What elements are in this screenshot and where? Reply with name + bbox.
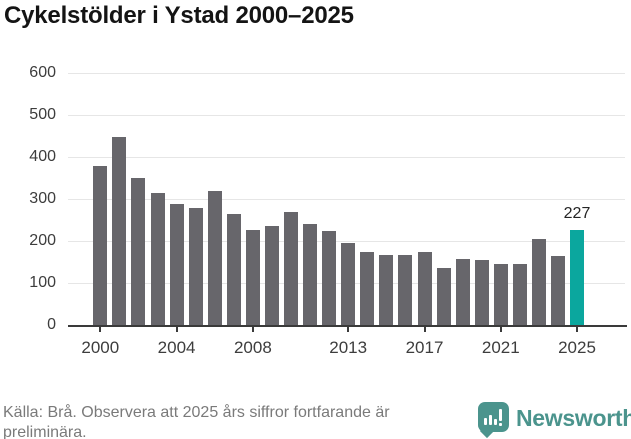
x-axis-label-2008: 2008 bbox=[233, 338, 272, 357]
bar-2004 bbox=[169, 204, 184, 325]
x-axis-line bbox=[68, 325, 627, 327]
x-axis-tick-2004 bbox=[175, 327, 178, 332]
y-axis-label-100: 100 bbox=[29, 273, 56, 291]
bar-2023 bbox=[531, 238, 546, 325]
gridline-200 bbox=[68, 240, 625, 242]
x-axis-tick-2025 bbox=[576, 327, 578, 332]
bar-2008 bbox=[245, 229, 260, 325]
bar-2010 bbox=[284, 211, 298, 325]
bar-2002 bbox=[131, 177, 146, 325]
chart-title: Cykelstölder i Ystad 2000–2025 bbox=[4, 2, 354, 29]
bar-2024 bbox=[551, 255, 565, 325]
bar-2025 bbox=[570, 229, 584, 325]
brand-wordmark: Newsworthy bbox=[516, 405, 631, 431]
bar-2012 bbox=[322, 230, 337, 325]
bar-2019 bbox=[455, 259, 470, 325]
x-axis-tick-2017 bbox=[423, 327, 426, 332]
logo-bar-3 bbox=[494, 419, 497, 425]
bar-2021 bbox=[493, 264, 508, 325]
x-axis-label-2021: 2021 bbox=[481, 338, 520, 357]
bar-2017 bbox=[417, 252, 432, 325]
bar-2015 bbox=[379, 254, 394, 325]
y-axis-label-200: 200 bbox=[29, 231, 56, 249]
bar-2020 bbox=[474, 260, 489, 325]
bar-2000 bbox=[93, 165, 108, 325]
gridline-300 bbox=[68, 198, 625, 200]
bar-2016 bbox=[398, 254, 413, 325]
x-axis-label-2025: 2025 bbox=[558, 338, 596, 357]
gridline-600 bbox=[68, 72, 625, 74]
bar-2014 bbox=[360, 251, 375, 325]
x-axis-tick-2000 bbox=[99, 327, 102, 332]
y-axis-label-500: 500 bbox=[29, 105, 56, 123]
y-axis-label-0: 0 bbox=[47, 316, 56, 333]
gridline-500 bbox=[68, 114, 625, 116]
x-axis-tick-2008 bbox=[251, 327, 254, 332]
logo-exclamation-bar bbox=[499, 409, 502, 421]
bar-2009 bbox=[264, 226, 279, 325]
x-axis-tick-2021 bbox=[499, 327, 502, 332]
gridline-400 bbox=[68, 156, 625, 158]
x-axis-label-2000: 2000 bbox=[81, 338, 120, 357]
highlight-value-label: 227 bbox=[563, 204, 591, 222]
bar-2011 bbox=[303, 224, 318, 325]
bar-2022 bbox=[512, 263, 527, 325]
logo-bar-2 bbox=[489, 415, 492, 425]
y-axis-label-400: 400 bbox=[29, 147, 56, 165]
logo-exclamation-dot bbox=[499, 423, 502, 426]
bar-2001 bbox=[112, 137, 127, 325]
bar-2006 bbox=[207, 191, 222, 325]
source-note: Källa: Brå. Observera att 2025 års siffr… bbox=[3, 404, 390, 439]
x-axis-label-2004: 2004 bbox=[157, 338, 196, 357]
bar-2005 bbox=[188, 208, 203, 325]
logo-bar-1 bbox=[484, 418, 487, 425]
bar-2018 bbox=[436, 267, 451, 325]
bar-2007 bbox=[226, 213, 241, 325]
y-axis-label-300: 300 bbox=[29, 189, 56, 207]
bar-2013 bbox=[341, 243, 356, 325]
newsworthy-logo-link[interactable]: Newsworthy bbox=[477, 400, 631, 439]
bar-2003 bbox=[150, 193, 165, 325]
y-axis-label-600: 600 bbox=[29, 63, 56, 81]
bar-chart-bubble-icon bbox=[478, 402, 509, 439]
x-axis-tick-2013 bbox=[347, 327, 350, 332]
x-axis-label-2013: 2013 bbox=[329, 338, 368, 357]
x-axis-label-2017: 2017 bbox=[405, 338, 444, 357]
